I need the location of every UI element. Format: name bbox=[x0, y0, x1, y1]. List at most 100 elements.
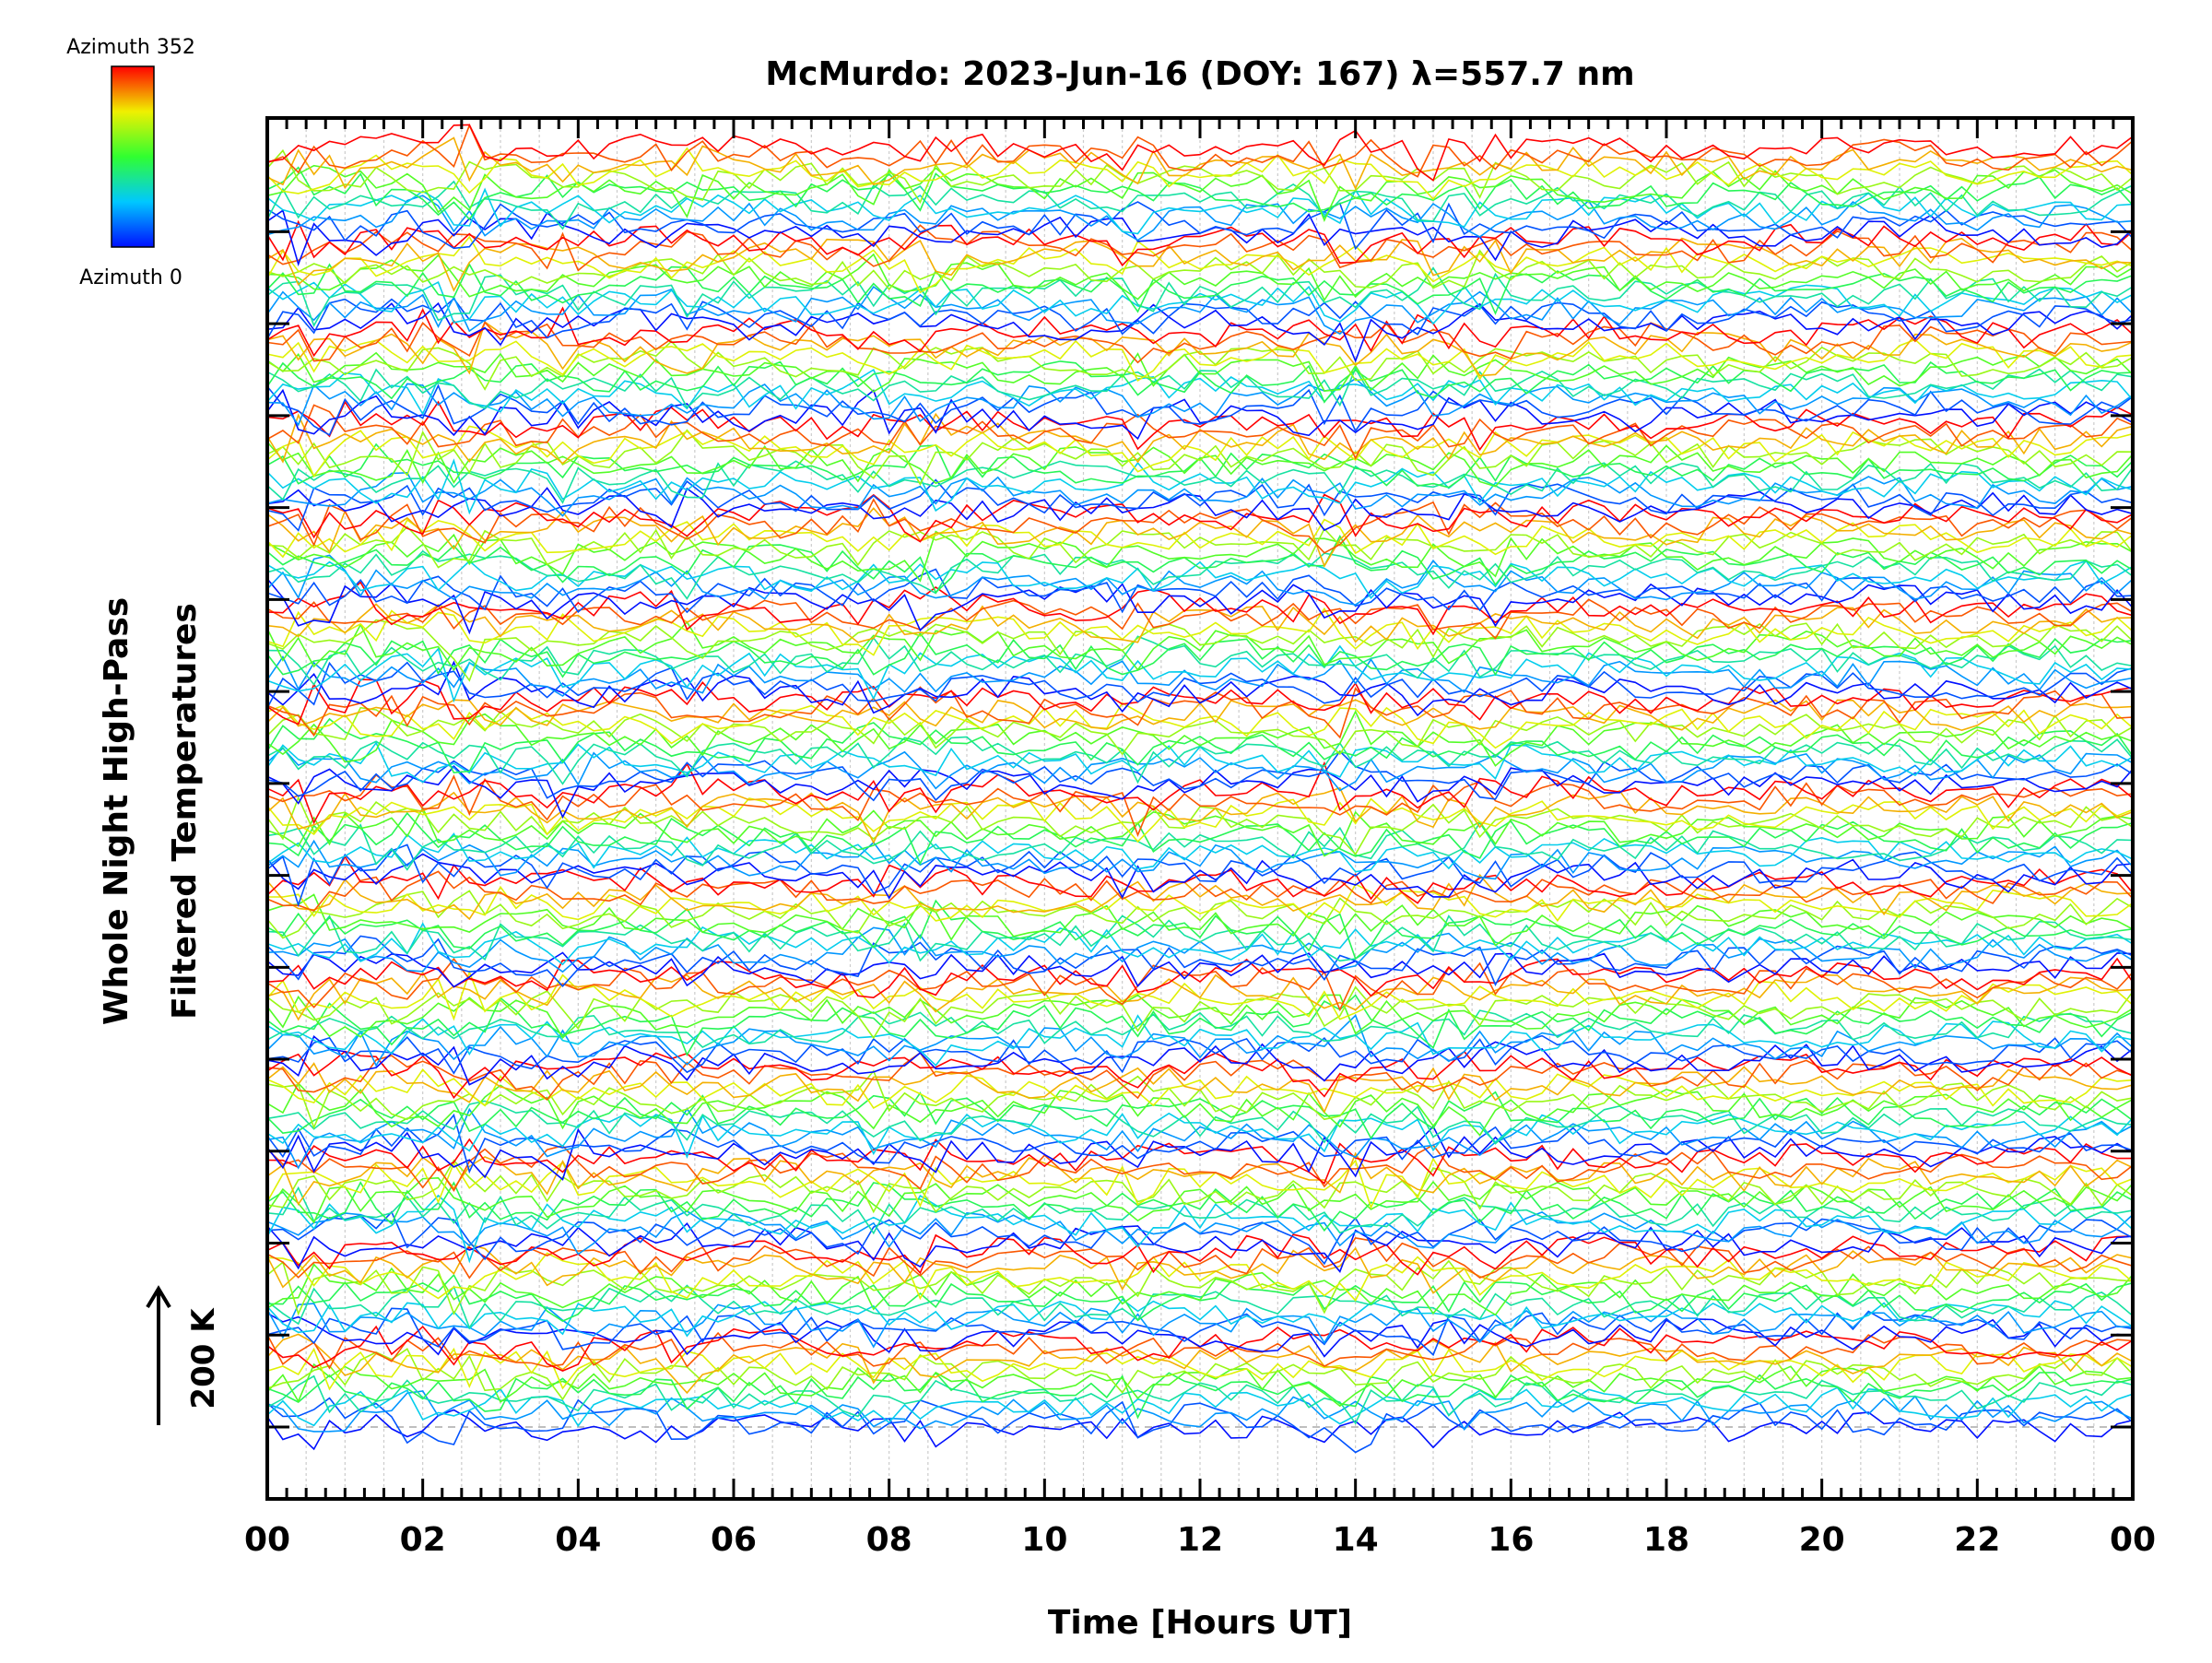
temperature-curve bbox=[267, 360, 2133, 404]
temperature-curve bbox=[267, 603, 2133, 643]
temperature-curve bbox=[267, 994, 2133, 1057]
temperature-curve bbox=[267, 1303, 2133, 1349]
temperature-curve bbox=[267, 147, 2133, 201]
temperature-curve bbox=[267, 765, 2133, 820]
temperature-curve bbox=[267, 710, 2133, 767]
temperature-curve bbox=[267, 839, 2133, 880]
temperature-curve bbox=[267, 883, 2133, 922]
temperature-curve bbox=[267, 1307, 2133, 1357]
temperature-curve bbox=[267, 1390, 2133, 1433]
temperature-curve bbox=[267, 263, 2133, 315]
temperature-curve bbox=[267, 340, 2133, 391]
x-tick-label: 22 bbox=[1954, 1521, 2000, 1559]
temperature-curve bbox=[267, 1050, 2133, 1100]
temperature-curve bbox=[267, 644, 2133, 703]
temperature-curve bbox=[267, 811, 2133, 866]
temperature-curve bbox=[267, 266, 2133, 328]
temperature-curve bbox=[267, 1372, 2133, 1420]
scale-bar-label: 200 K bbox=[185, 1307, 222, 1409]
temperature-curve bbox=[267, 1051, 2133, 1102]
temperature-curve bbox=[267, 1062, 2133, 1114]
temperature-curve bbox=[267, 957, 2133, 1012]
y-axis-label-line2: Filtered Temperatures bbox=[166, 603, 204, 1020]
temperature-curve bbox=[267, 297, 2133, 339]
temperature-curve bbox=[267, 321, 2133, 364]
temperature-curve bbox=[267, 890, 2133, 939]
temperature-curve bbox=[267, 1237, 2133, 1280]
temperature-curve bbox=[267, 786, 2133, 844]
temperature-curve bbox=[267, 166, 2133, 221]
temperature-curve bbox=[267, 578, 2133, 635]
temperature-curve bbox=[267, 1181, 2133, 1233]
x-tick-label: 00 bbox=[2110, 1521, 2156, 1559]
temperature-curve bbox=[267, 383, 2133, 437]
temperature-curve bbox=[267, 518, 2133, 559]
temperature-curve bbox=[267, 922, 2133, 966]
temperature-curve bbox=[267, 487, 2133, 532]
temperature-curve bbox=[267, 598, 2133, 640]
temperature-curve bbox=[267, 253, 2133, 302]
temperature-curve bbox=[267, 1209, 2133, 1256]
temperature-curve bbox=[267, 796, 2133, 856]
axes: 00 02 04 06 08 10 12 14 16 18 20 22 00 bbox=[244, 116, 2156, 1559]
temperature-curve bbox=[267, 280, 2133, 325]
temperature-curve bbox=[267, 581, 2133, 636]
temperature-curve bbox=[267, 1397, 2133, 1454]
temperature-curve bbox=[267, 620, 2133, 672]
temperature-curve bbox=[267, 136, 2133, 191]
temperature-curve bbox=[267, 773, 2133, 838]
temperature-curve bbox=[267, 1125, 2133, 1181]
temperature-curve bbox=[267, 1091, 2133, 1140]
temperature-curve bbox=[267, 1034, 2133, 1086]
temperature-curve bbox=[267, 400, 2133, 452]
temperature-curve bbox=[267, 607, 2133, 656]
temperature-curve bbox=[267, 1034, 2133, 1075]
x-tick-label: 06 bbox=[711, 1521, 757, 1559]
scale-bar: 200 K bbox=[146, 1285, 222, 1425]
temperature-curve bbox=[267, 853, 2133, 900]
temperature-curve bbox=[267, 797, 2133, 843]
temperature-curve bbox=[267, 164, 2133, 222]
temperature-curve bbox=[267, 1112, 2133, 1159]
temperature-curve bbox=[267, 478, 2133, 532]
temperature-curve bbox=[267, 1263, 2133, 1316]
temperature-curve bbox=[267, 1348, 2133, 1401]
temperature-curve bbox=[267, 1138, 2133, 1185]
temperature-curve bbox=[267, 306, 2133, 358]
temperature-curve bbox=[267, 1252, 2133, 1303]
temperature-curve bbox=[267, 702, 2133, 749]
temperature-curve bbox=[267, 1014, 2133, 1067]
temperature-curve bbox=[267, 985, 2133, 1040]
temperature-curve bbox=[267, 367, 2133, 410]
temperature-curve bbox=[267, 338, 2133, 383]
colorbar bbox=[111, 65, 155, 248]
temperature-curve bbox=[267, 1298, 2133, 1338]
temperature-curve bbox=[267, 458, 2133, 515]
y-axis-label-line1: Whole Night High-Pass bbox=[98, 597, 135, 1025]
temperature-curve bbox=[267, 873, 2133, 921]
x-tick-label: 18 bbox=[1643, 1521, 1689, 1559]
temperature-curve bbox=[267, 460, 2133, 504]
x-tick-label: 14 bbox=[1333, 1521, 1379, 1559]
temperature-curve bbox=[267, 761, 2133, 825]
temperature-curve bbox=[267, 321, 2133, 377]
temperature-curve bbox=[267, 123, 2133, 178]
temperature-curve bbox=[267, 549, 2133, 600]
x-tick-label: 12 bbox=[1177, 1521, 1223, 1559]
temperature-curve bbox=[267, 1333, 2133, 1395]
temperature-curve bbox=[267, 498, 2133, 554]
temperature-curve bbox=[267, 368, 2133, 416]
x-tick-label: 08 bbox=[866, 1521, 912, 1559]
temperature-curve bbox=[267, 914, 2133, 962]
temperature-curve bbox=[267, 678, 2133, 725]
temperature-curve bbox=[267, 1144, 2133, 1192]
temperature-curve bbox=[267, 1009, 2133, 1048]
temperature-curve bbox=[267, 388, 2133, 441]
temperature-curve bbox=[267, 1374, 2133, 1425]
temperature-curve bbox=[267, 1347, 2133, 1391]
x-tick-label: 02 bbox=[400, 1521, 446, 1559]
x-axis-label: Time [Hours UT] bbox=[1048, 1604, 1352, 1642]
temperature-curve bbox=[267, 1068, 2133, 1110]
